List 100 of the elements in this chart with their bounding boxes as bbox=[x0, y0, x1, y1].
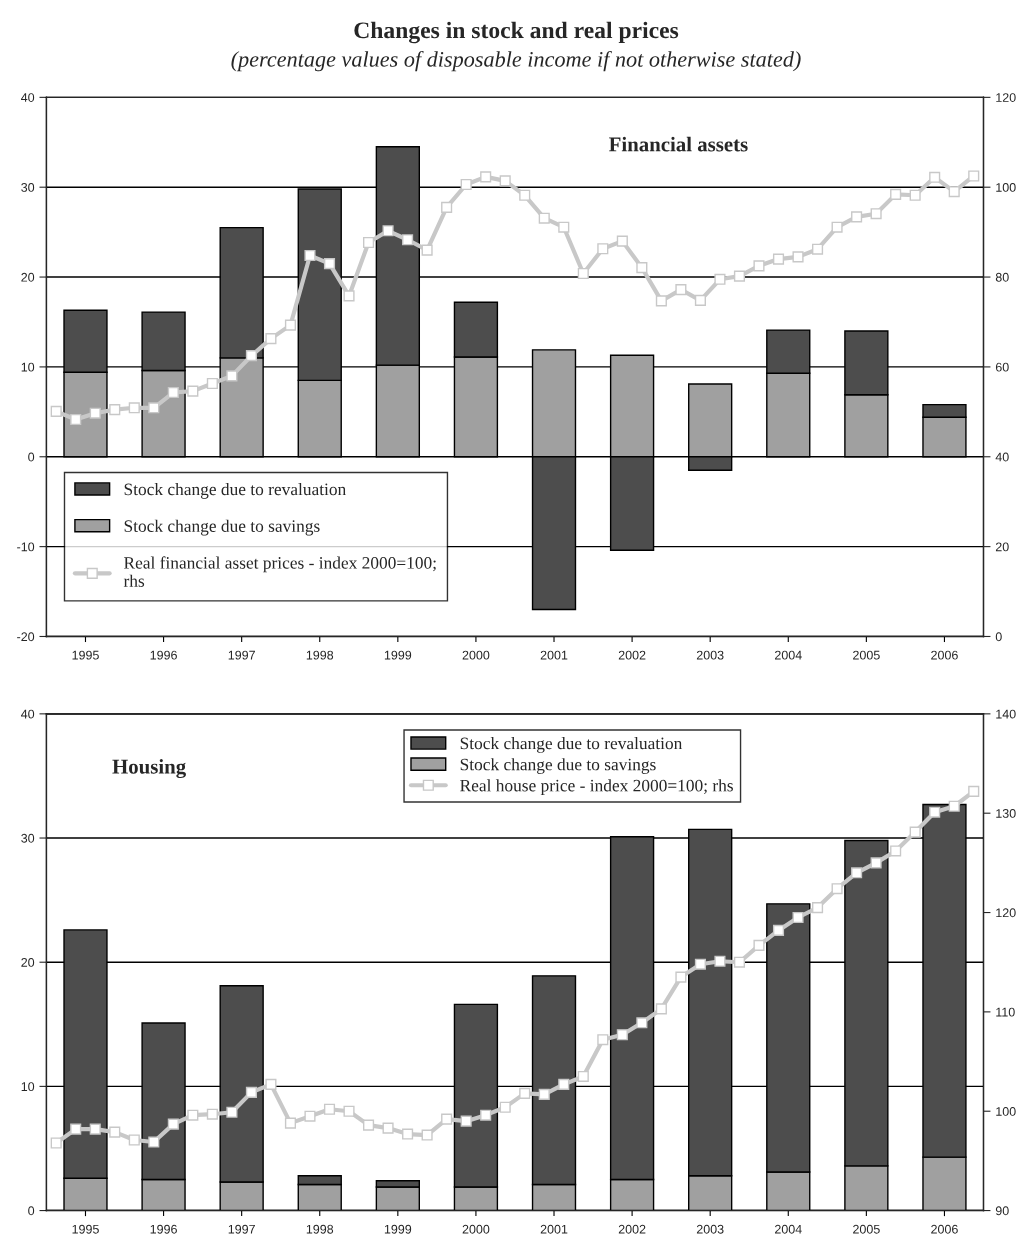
point bbox=[909, 826, 921, 838]
point bbox=[968, 170, 980, 182]
y-tick-label: 10 bbox=[21, 362, 35, 372]
point bbox=[50, 405, 62, 417]
x-tick-label: 1997 bbox=[228, 650, 255, 660]
annotation: Housing bbox=[112, 759, 186, 779]
point bbox=[362, 1119, 375, 1131]
point bbox=[792, 251, 804, 263]
point bbox=[50, 1137, 62, 1149]
y2-tick-label: 120 bbox=[996, 93, 1016, 102]
y2-tick-label: 120 bbox=[996, 908, 1016, 918]
point bbox=[284, 319, 297, 331]
x-tick-label: 2004 bbox=[775, 650, 802, 660]
point bbox=[226, 370, 238, 382]
x-tick-label: 1996 bbox=[150, 1224, 177, 1234]
point bbox=[909, 189, 921, 201]
x-tick-label: 1995 bbox=[72, 650, 99, 660]
point bbox=[948, 800, 960, 812]
point bbox=[558, 221, 570, 233]
point bbox=[636, 1017, 648, 1029]
point bbox=[343, 290, 355, 302]
point bbox=[284, 1117, 297, 1129]
y-tick-label: 30 bbox=[21, 183, 35, 192]
point bbox=[499, 1101, 511, 1113]
x-tick-label: 2000 bbox=[462, 1224, 490, 1234]
point bbox=[597, 243, 609, 255]
x-tick-label: 2006 bbox=[931, 650, 958, 660]
point bbox=[890, 845, 902, 857]
point bbox=[890, 188, 902, 200]
y2-tick-label: 100 bbox=[996, 183, 1016, 192]
point bbox=[577, 1070, 589, 1083]
point bbox=[265, 333, 277, 345]
point bbox=[812, 243, 824, 255]
point bbox=[167, 1118, 179, 1130]
x-tick-label: 1995 bbox=[72, 1224, 99, 1234]
point bbox=[206, 1108, 218, 1120]
point bbox=[929, 171, 941, 183]
point bbox=[655, 1003, 667, 1015]
point bbox=[519, 1087, 531, 1099]
point bbox=[772, 253, 785, 265]
legend-label: Stock change due to savings bbox=[460, 758, 656, 774]
legend-label: Stock change due to revaluation bbox=[460, 737, 683, 753]
x-tick-label: 2003 bbox=[696, 650, 724, 660]
point bbox=[343, 1105, 355, 1117]
point bbox=[831, 883, 843, 895]
point bbox=[128, 1134, 140, 1146]
point bbox=[597, 1034, 609, 1046]
point bbox=[421, 1129, 433, 1141]
legend-label: Stock change due to savings bbox=[124, 519, 320, 536]
point bbox=[753, 260, 765, 272]
point bbox=[70, 413, 82, 426]
y2-tick-label: 110 bbox=[996, 1007, 1015, 1017]
point bbox=[792, 911, 804, 924]
point bbox=[441, 1113, 453, 1125]
point bbox=[753, 939, 765, 951]
point bbox=[402, 1128, 414, 1140]
point bbox=[538, 212, 550, 224]
point bbox=[460, 1115, 472, 1127]
point bbox=[616, 235, 628, 247]
point bbox=[948, 186, 960, 198]
point bbox=[362, 236, 375, 249]
x-tick-label: 1998 bbox=[306, 1224, 334, 1234]
point bbox=[519, 189, 531, 201]
x-tick-label: 2002 bbox=[618, 1224, 646, 1234]
point bbox=[265, 1078, 277, 1090]
point bbox=[245, 1086, 257, 1098]
point bbox=[675, 284, 687, 296]
point bbox=[616, 1029, 628, 1041]
point bbox=[538, 1088, 550, 1100]
point bbox=[89, 1123, 101, 1135]
point bbox=[480, 171, 492, 183]
x-tick-label: 2002 bbox=[618, 650, 646, 660]
point bbox=[655, 295, 667, 307]
y2-tick-label: 20 bbox=[995, 542, 1009, 552]
point bbox=[109, 1126, 121, 1138]
point bbox=[89, 407, 101, 419]
point bbox=[226, 1106, 238, 1118]
point bbox=[714, 955, 726, 967]
point bbox=[480, 1109, 492, 1121]
point bbox=[675, 971, 687, 983]
y2-tick-label: 90 bbox=[995, 1206, 1009, 1216]
point bbox=[733, 270, 746, 282]
point bbox=[499, 175, 511, 187]
x-tick-label: 2004 bbox=[775, 1224, 802, 1234]
point bbox=[694, 958, 706, 970]
x-tick-label: 1998 bbox=[306, 650, 334, 660]
point bbox=[187, 385, 199, 397]
point bbox=[851, 211, 863, 223]
y2-tick-label: 130 bbox=[996, 809, 1016, 818]
point bbox=[441, 201, 453, 213]
x-tick-label: 2000 bbox=[462, 650, 490, 660]
point bbox=[929, 806, 941, 818]
legend-label: Real house price - index 2000=100; rhs bbox=[460, 779, 733, 795]
y-tick-label: 40 bbox=[21, 93, 35, 102]
y-tick-label: 0 bbox=[28, 452, 35, 462]
legend-label: Real financial asset prices - index 2000=100; rhs bbox=[123, 556, 436, 587]
x-tick-label: 1999 bbox=[384, 1224, 412, 1234]
point bbox=[187, 1109, 199, 1121]
x-tick-label: 2006 bbox=[931, 1224, 958, 1234]
x-tick-label: 2005 bbox=[853, 1224, 880, 1234]
